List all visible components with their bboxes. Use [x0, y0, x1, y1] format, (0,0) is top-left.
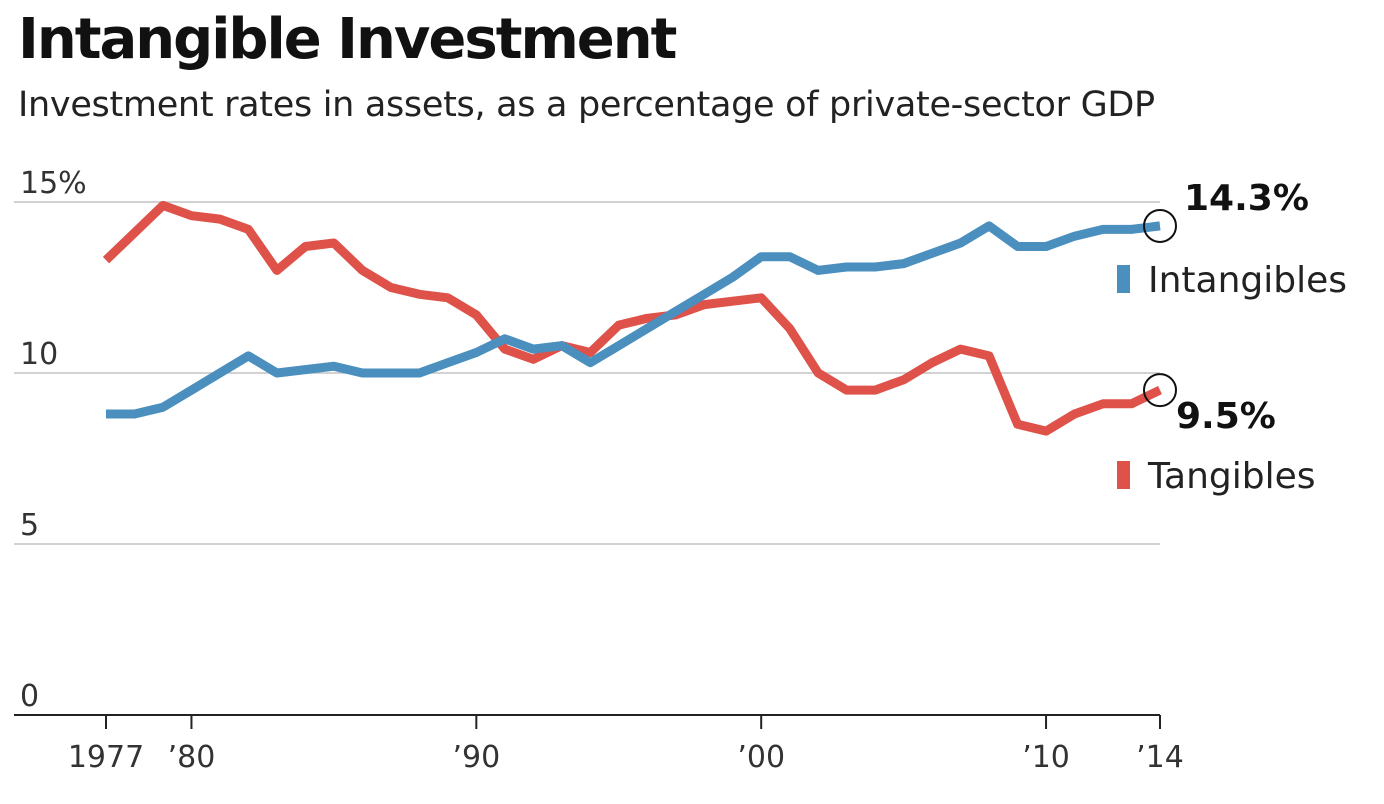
x-tick-label: ’10 — [1022, 740, 1070, 775]
y-tick-label: 10 — [20, 337, 58, 372]
y-tick-label: 0 — [20, 679, 39, 714]
x-tick-label: ’00 — [737, 740, 785, 775]
legend-swatch-tangibles — [1117, 461, 1130, 489]
end-value-label: 14.3% — [1184, 178, 1309, 219]
chart-title: Intangible Investment — [18, 7, 677, 72]
y-tick-label: 5 — [20, 508, 39, 543]
x-tick-label: 1977 — [68, 740, 144, 775]
series-lines — [102, 200, 1162, 436]
x-tick-label: ’80 — [168, 740, 216, 775]
series-line-intangibles — [106, 221, 1161, 419]
x-tick-label: ’90 — [452, 740, 500, 775]
legend-swatch-intangibles — [1117, 265, 1130, 293]
series-line-tangibles — [102, 200, 1162, 436]
legend-label-tangibles: Tangibles — [1147, 456, 1316, 497]
x-tick-label: ’14 — [1136, 740, 1184, 775]
y-tick-label: 15% — [20, 166, 87, 201]
end-point-marker — [1143, 373, 1177, 408]
gridlines — [14, 201, 1160, 545]
y-axis-tick-labels: 0 5 10 15% — [20, 166, 87, 714]
legend: Intangibles Tangibles — [1117, 260, 1347, 497]
end-value-label: 9.5% — [1176, 396, 1276, 437]
end-value-annotations: 14.3% 9.5% — [1143, 178, 1309, 437]
legend-label-intangibles: Intangibles — [1148, 260, 1347, 301]
end-point-marker — [1143, 208, 1177, 243]
x-axis: 1977 ’80 ’90 ’00 ’10 ’14 — [14, 714, 1184, 775]
chart-subtitle: Investment rates in assets, as a percent… — [18, 85, 1155, 125]
